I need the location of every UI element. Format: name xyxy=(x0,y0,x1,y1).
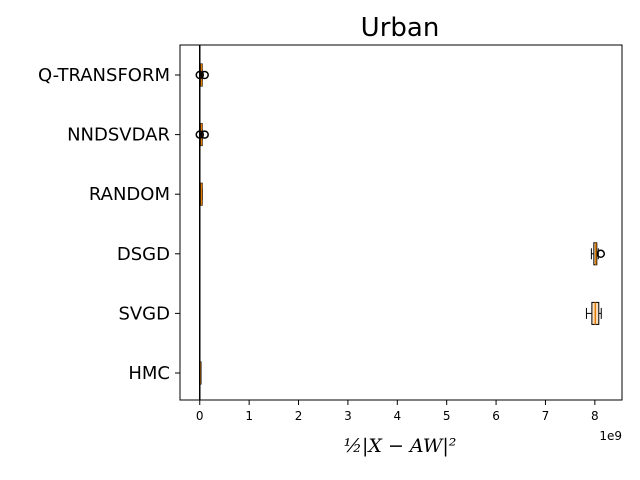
outlier-point xyxy=(596,249,606,259)
y-tick-label: NNDSVDAR xyxy=(67,125,170,146)
x-axis-label: ½|X − AW|² xyxy=(344,435,457,457)
chart-title: Urban xyxy=(361,13,440,43)
x-axis-ticks: 0 1 2 3 4 5 6 7 8 xyxy=(196,400,599,423)
box-svgd xyxy=(585,301,602,325)
y-tick-label: SVGD xyxy=(118,303,170,324)
y-axis-ticks: Q-TRANSFORM NNDSVDAR RANDOM DSGD SVGD HMC xyxy=(38,65,180,384)
y-tick-label: RANDOM xyxy=(89,184,170,205)
box-dsgd xyxy=(590,242,606,266)
x-tick-label: 3 xyxy=(344,409,352,423)
x-tick-label: 0 xyxy=(196,409,204,423)
outlier-point xyxy=(200,130,209,139)
x-tick-label: 1 xyxy=(245,409,253,423)
y-tick-label: HMC xyxy=(128,363,170,384)
x-axis-offset-label: 1e9 xyxy=(599,429,622,443)
x-tick-label: 6 xyxy=(492,409,500,423)
y-tick-label: DSGD xyxy=(117,244,170,265)
box-nndsvdar xyxy=(195,123,209,147)
boxes xyxy=(195,45,606,400)
x-tick-label: 7 xyxy=(542,409,550,423)
box-q-transform xyxy=(195,63,209,87)
plot-area xyxy=(179,44,623,401)
x-tick-label: 2 xyxy=(295,409,303,423)
x-tick-label: 4 xyxy=(393,409,401,423)
outlier-point xyxy=(200,70,209,80)
box-random xyxy=(200,182,203,206)
x-tick-label: 5 xyxy=(443,409,451,423)
x-tick-label: 8 xyxy=(591,409,599,423)
y-tick-label: Q-TRANSFORM xyxy=(38,65,170,86)
